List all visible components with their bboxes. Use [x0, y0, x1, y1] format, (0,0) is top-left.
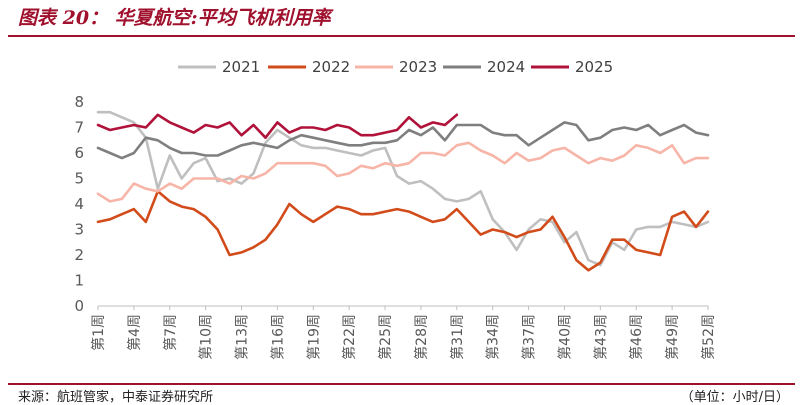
x-tick-label: 第16周 [269, 314, 286, 360]
y-tick-label: 2 [74, 246, 84, 264]
series-line-2025 [96, 113, 459, 139]
x-axis: 第1周 第4周 第7周 第10周 第13周 第16周 第19周 第22周 第25周 第28周 第31… [90, 305, 717, 360]
y-tick-label: 5 [74, 170, 84, 188]
series-line-2024 [96, 121, 710, 160]
chart-series [96, 110, 710, 272]
x-tick-label: 第4周 [126, 314, 143, 351]
legend-label-2023: 2023 [399, 58, 437, 76]
footer-divider [8, 383, 795, 385]
source-note: 来源：航班管家，中泰证券研究所 [18, 390, 214, 405]
x-tick-label: 第25周 [377, 314, 394, 360]
y-tick-label: 1 [74, 272, 84, 290]
x-tick-label: 第13周 [234, 314, 251, 360]
y-tick-label: 6 [74, 144, 84, 162]
unit-note: （单位：小时/日） [680, 390, 789, 405]
y-tick-label: 4 [74, 195, 84, 213]
series-line-2022 [96, 190, 710, 272]
y-tick-label: 7 [74, 119, 84, 137]
x-tick-label: 第46周 [628, 314, 645, 360]
x-tick-label: 第43周 [592, 314, 609, 360]
x-tick-label: 第1周 [90, 314, 107, 351]
legend-label-2025: 2025 [575, 58, 613, 76]
y-axis: 0 1 2 3 4 5 6 7 8 [74, 93, 84, 315]
x-tick-label: 第52周 [700, 314, 717, 360]
y-tick-label: 3 [74, 221, 84, 239]
legend-label-2024: 2024 [487, 58, 525, 76]
x-tick-label: 第34周 [485, 314, 502, 360]
x-tick-label: 第40周 [556, 314, 573, 360]
y-tick-label: 0 [74, 297, 84, 315]
x-tick-label: 第19周 [305, 314, 322, 360]
chart-legend: 2021 2022 2023 2024 2025 [178, 58, 613, 76]
y-tick-label: 8 [74, 93, 84, 111]
x-tick-label: 第37周 [521, 314, 538, 360]
series-line-2023 [96, 141, 710, 203]
x-tick-label: 第31周 [449, 314, 466, 360]
page-title: 图表 20： 华夏航空:平均飞机利用率 [18, 7, 331, 29]
title-divider [8, 35, 795, 37]
x-tick-label: 第10周 [198, 314, 215, 360]
x-tick-label: 第28周 [413, 314, 430, 360]
legend-label-2022: 2022 [312, 58, 350, 76]
x-tick-label: 第7周 [162, 314, 179, 351]
legend-label-2021: 2021 [222, 58, 260, 76]
x-tick-label: 第49周 [664, 314, 681, 360]
x-tick-label: 第22周 [341, 314, 358, 360]
